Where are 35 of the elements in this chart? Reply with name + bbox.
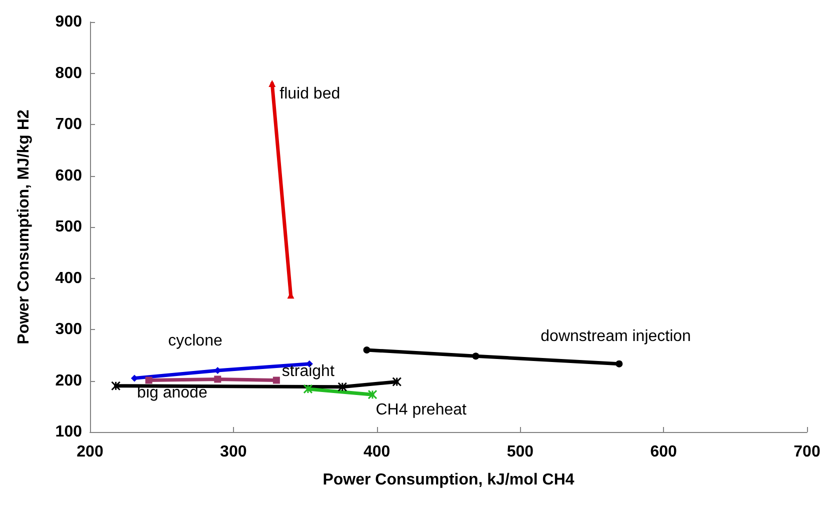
point	[111, 381, 121, 391]
y-tick-label: 100	[55, 424, 82, 440]
point	[214, 376, 222, 383]
y-tick-label: 300	[55, 321, 82, 338]
y-tick-label: 200	[55, 372, 82, 390]
series-label: CH4 preheat	[376, 401, 468, 418]
x-tick-label: 700	[794, 444, 820, 460]
x-tick-label: 300	[220, 444, 247, 460]
point	[363, 346, 370, 354]
x-axis-title: Power Consumption, kJ/mol CH4	[322, 472, 574, 488]
series-label: fluid bed	[280, 86, 340, 102]
point	[303, 384, 313, 394]
x-tick-label: 400	[363, 444, 390, 460]
point	[368, 390, 378, 400]
point	[130, 374, 138, 382]
point	[145, 376, 152, 384]
y-tick-label: 800	[55, 64, 82, 82]
x-tick-label: 600	[650, 444, 678, 460]
series-label: straight	[282, 363, 335, 380]
point	[472, 352, 480, 360]
point	[338, 382, 348, 392]
point	[392, 377, 402, 387]
point	[616, 360, 623, 368]
y-tick-label: 500	[55, 218, 82, 236]
y-tick-label: 400	[55, 270, 82, 287]
series-label: downstream injection	[540, 328, 691, 345]
series-label: big anode	[137, 384, 208, 402]
point	[272, 376, 280, 384]
x-tick-label: 200	[76, 444, 104, 460]
series-label: cyclone	[168, 332, 222, 350]
y-tick-label: 900	[55, 14, 82, 30]
y-tick-label: 600	[55, 167, 82, 184]
y-tick-label: 700	[55, 116, 82, 133]
x-tick-label: 500	[506, 444, 534, 460]
y-axis-title: Power Consumption, MJ/kg H2	[16, 110, 32, 344]
